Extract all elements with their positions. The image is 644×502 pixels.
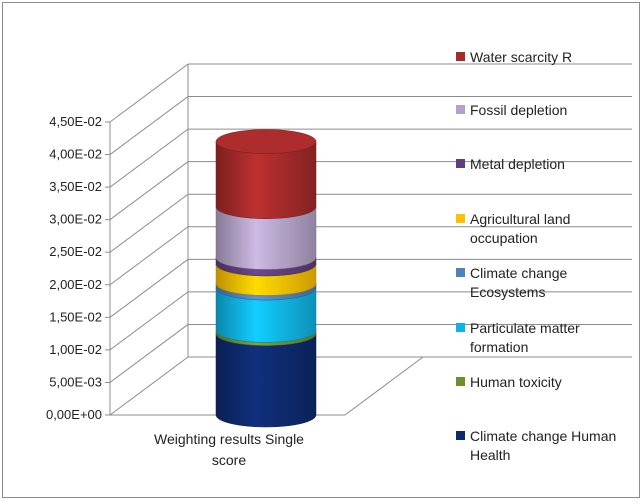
y-tick-label: 4,50E-02 (49, 114, 102, 129)
legend-swatch (456, 431, 465, 440)
legend-label: Metal depletion (470, 156, 565, 172)
legend-item: Fossil depletion (456, 102, 567, 118)
legend-item: Climate change Human Health (456, 428, 616, 463)
legend-item: Metal depletion (456, 156, 565, 172)
legend-label: Fossil depletion (470, 102, 567, 118)
y-tick-label: 3,50E-02 (49, 179, 102, 194)
y-tick-label: 4,00E-02 (49, 147, 102, 162)
wall-gridline-diagonal (109, 128, 189, 188)
legend-label: Particulate matter formation (470, 320, 580, 355)
y-tick-label: 3,00E-02 (49, 212, 102, 227)
legend-swatch (456, 105, 465, 114)
x-category-label: Weighting results Single score (154, 431, 304, 468)
axis-layer (105, 64, 424, 416)
wall-gridline-diagonal (109, 63, 189, 123)
y-tick-label: 1,50E-02 (49, 309, 102, 324)
wall-gridline-diagonal (109, 356, 189, 416)
legend-swatch (456, 377, 465, 386)
legend-item: Agricultural land occupation (456, 211, 570, 246)
wall-gridline-diagonal (109, 193, 189, 253)
legend-label: Agricultural land occupation (470, 211, 570, 246)
legend-swatch (456, 323, 465, 332)
legend-item: Human toxicity (456, 374, 562, 390)
wall-gridline-diagonal (109, 324, 189, 383)
tick-labels: 0,00E+00 5,00E-03 1,00E-02 1,50E-02 2,00E-02… (46, 114, 304, 468)
wall-gridline-diagonal (109, 226, 189, 286)
legend-item: Particulate matter formation (456, 320, 580, 355)
y-tick-label: 0,00E+00 (46, 407, 102, 422)
cylinder-stack (215, 129, 317, 428)
legend-label: Human toxicity (470, 374, 562, 390)
legend-item: Climate change Ecosystems (456, 265, 567, 300)
legend-label: Climate change Human Health (470, 428, 616, 463)
legend-swatch (456, 268, 465, 277)
legend-swatch (456, 159, 465, 168)
y-tick-label: 1,00E-02 (49, 342, 102, 357)
legend-label: Water scarcity R (470, 49, 572, 65)
y-tick-label: 5,00E-03 (49, 374, 102, 389)
floor-edge (110, 356, 424, 416)
wall-gridline-diagonal (109, 258, 189, 318)
cylinder-top-cap (215, 129, 317, 154)
cylinder-segment (215, 333, 317, 428)
y-tick-label: 2,00E-02 (49, 277, 102, 292)
y-tick-label: 2,50E-02 (49, 244, 102, 259)
legend: Water scarcity R Fossil depletion Metal de… (456, 49, 616, 463)
legend-item: Water scarcity R (456, 49, 572, 65)
wall-gridline-diagonal (109, 161, 189, 221)
legend-swatch (456, 214, 465, 223)
wall-gridline-diagonal (109, 96, 189, 155)
wall-gridline-diagonal (109, 291, 189, 351)
legend-label: Climate change Ecosystems (470, 265, 567, 300)
legend-swatch (456, 52, 465, 61)
